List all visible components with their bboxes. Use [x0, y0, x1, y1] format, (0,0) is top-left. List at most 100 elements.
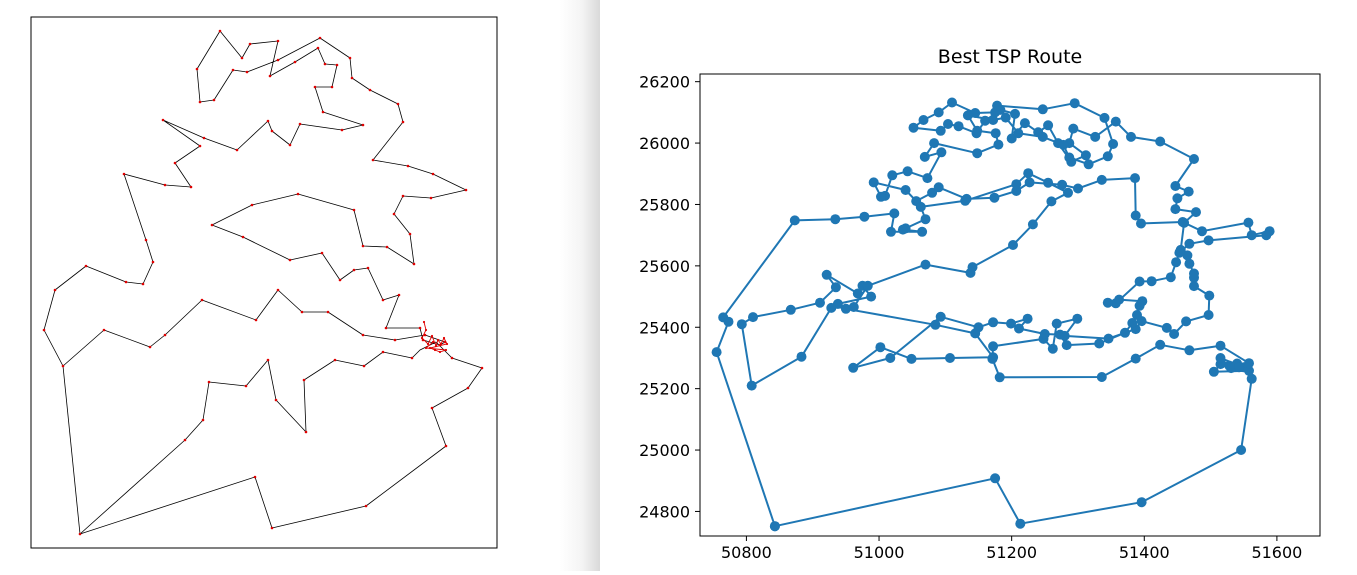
- left-city-marker-85: [338, 278, 342, 282]
- left-route-plot: [30, 16, 498, 549]
- route-point-41: [1182, 250, 1193, 261]
- left-city-marker-44: [313, 85, 317, 89]
- left-city-marker-42: [361, 123, 365, 127]
- route-point-18: [1155, 339, 1166, 350]
- route-point-194: [723, 316, 734, 327]
- x-axis-ticks: 50800 51000 51200 51400 51600: [721, 536, 1302, 562]
- route-point-181: [1011, 179, 1022, 190]
- route-point-82: [1083, 159, 1094, 170]
- chart-title: Best TSP Route: [938, 46, 1082, 68]
- route-point-108: [989, 192, 1000, 203]
- left-city-marker-84: [320, 251, 324, 255]
- left-city-marker-31: [189, 185, 193, 189]
- left-city-marker-92: [421, 338, 425, 342]
- route-point-47: [1183, 186, 1194, 197]
- left-city-marker-35: [202, 136, 206, 140]
- x-tick-label-1: 51000: [854, 543, 905, 562]
- route-point-163: [815, 297, 825, 308]
- left-city-marker-50: [268, 74, 272, 78]
- left-cluster-marker-15: [431, 340, 435, 344]
- left-city-marker-21: [61, 364, 65, 368]
- route-point-105: [927, 187, 938, 198]
- route-point-162: [830, 282, 841, 293]
- left-city-marker-73: [392, 212, 396, 216]
- route-point-166: [736, 319, 747, 330]
- route-point-148: [885, 353, 896, 363]
- route-point-50: [1155, 136, 1166, 147]
- route-point-118: [1197, 226, 1207, 237]
- route-point-142: [1014, 323, 1024, 334]
- left-city-marker-8: [302, 378, 306, 382]
- route-point-76: [992, 100, 1003, 111]
- route-point-161: [821, 269, 832, 280]
- route-point-112: [1073, 183, 1083, 194]
- route-point-71: [918, 115, 929, 125]
- route-point-33: [1169, 329, 1180, 339]
- left-city-marker-87: [366, 266, 370, 270]
- left-city-marker-60: [276, 58, 280, 62]
- route-point-96: [936, 147, 947, 158]
- left-city-marker-62: [348, 56, 352, 60]
- route-point-13: [1226, 363, 1237, 374]
- left-city-marker-68: [406, 164, 410, 168]
- left-city-marker-75: [412, 262, 416, 266]
- route-point-32: [1161, 322, 1172, 333]
- left-city-marker-76: [385, 245, 389, 249]
- y-tick-label-4: 25600: [639, 257, 690, 276]
- left-city-marker-103: [163, 333, 167, 337]
- route-point-150: [875, 342, 886, 353]
- left-cluster-marker-10: [428, 346, 432, 350]
- route-point-103: [900, 185, 911, 195]
- route-point-54: [1068, 123, 1079, 134]
- route-point-191: [830, 214, 841, 225]
- route-point-17: [1184, 345, 1195, 356]
- left-city-marker-45: [330, 85, 334, 89]
- route-point-layer: [711, 97, 1275, 532]
- route-point-34: [1181, 316, 1192, 327]
- route-point-139: [1061, 340, 1072, 351]
- left-city-marker-91: [418, 326, 422, 330]
- left-city-marker-83: [288, 258, 292, 262]
- left-city-marker-41: [340, 128, 344, 132]
- left-city-marker-4: [244, 384, 248, 388]
- left-city-marker-100: [276, 288, 280, 292]
- left-cluster-marker-3: [426, 342, 430, 346]
- y-tick-label-7: 26200: [639, 73, 690, 92]
- x-tick-label-3: 51400: [1119, 543, 1170, 562]
- left-city-marker-88: [381, 298, 385, 302]
- left-city-marker-28: [144, 238, 148, 242]
- route-point-85: [1037, 131, 1048, 142]
- route-point-110: [1024, 177, 1035, 188]
- route-point-97: [922, 173, 933, 184]
- route-point-152: [945, 353, 955, 363]
- left-city-marker-78: [352, 208, 356, 212]
- left-city-marker-74: [408, 232, 412, 236]
- route-point-87: [1000, 112, 1011, 123]
- route-point-44: [1191, 207, 1201, 218]
- route-point-123: [1203, 235, 1214, 246]
- left-city-marker-81: [210, 223, 214, 227]
- left-cluster-marker-0: [422, 320, 426, 324]
- route-point-15: [1244, 358, 1254, 369]
- y-tick-label-0: 24800: [639, 502, 690, 521]
- left-city-marker-59: [245, 70, 249, 74]
- route-point-167: [746, 380, 757, 391]
- route-point-12: [1215, 353, 1226, 363]
- route-point-21: [994, 372, 1005, 383]
- left-cluster-marker-12: [438, 350, 442, 354]
- route-point-29: [1103, 333, 1114, 344]
- left-city-marker-77: [361, 244, 365, 248]
- left-cluster-marker-11: [433, 348, 437, 352]
- route-point-128: [1146, 276, 1157, 287]
- left-city-marker-18: [364, 504, 368, 508]
- left-city-marker-80: [250, 203, 254, 207]
- left-city-marker-40: [298, 122, 302, 126]
- route-point-165: [748, 312, 758, 323]
- route-point-63: [1010, 108, 1020, 119]
- route-point-27: [1072, 313, 1083, 324]
- route-point-125: [1174, 247, 1185, 258]
- route-point-35: [1203, 310, 1214, 320]
- route-point-145: [988, 317, 999, 328]
- left-city-marker-101: [254, 318, 258, 322]
- left-cluster-marker-2: [420, 336, 424, 340]
